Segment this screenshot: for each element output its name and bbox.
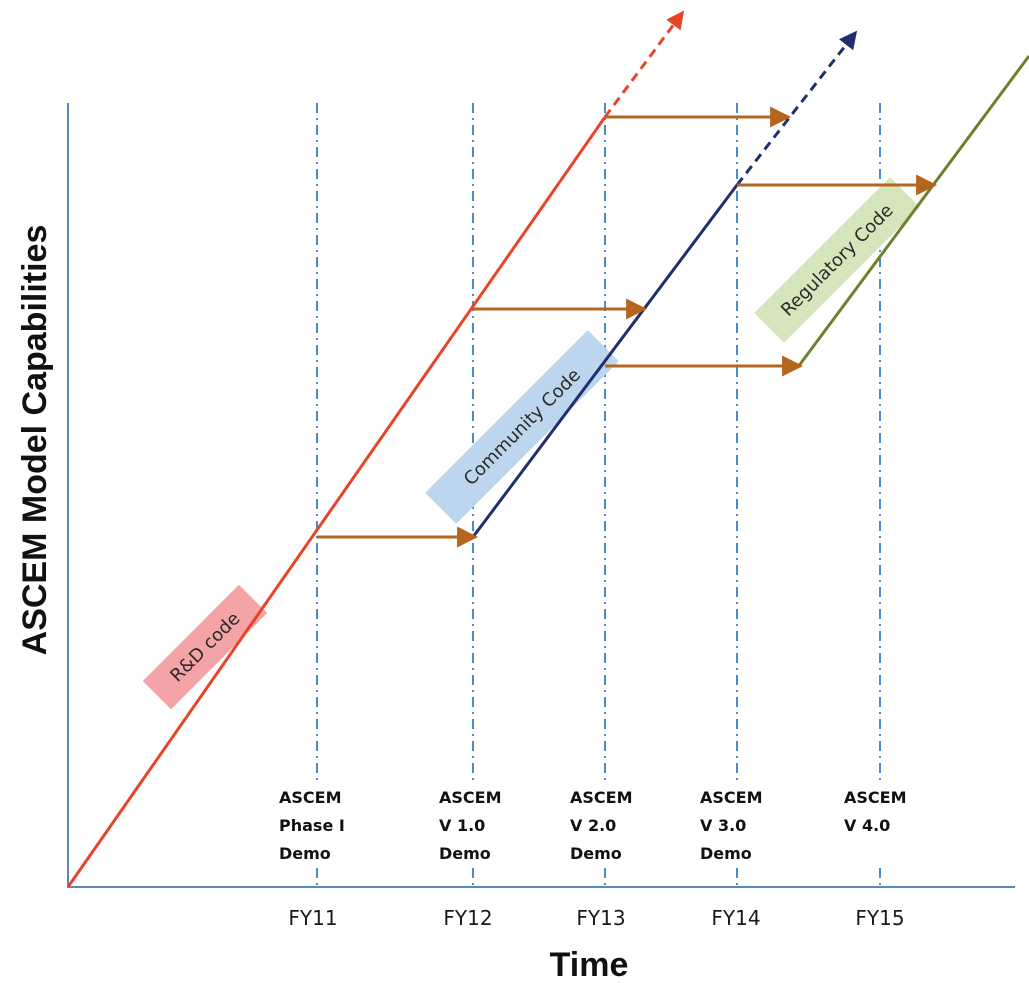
transition-arrows bbox=[317, 106, 938, 548]
tick-fy15: FY15 bbox=[855, 906, 904, 930]
tick-fy13: FY13 bbox=[576, 906, 625, 930]
tick-fy11: FY11 bbox=[288, 906, 337, 930]
rd-code-line-future bbox=[603, 10, 685, 118]
milestone-labels: ASCEM Phase I Demo ASCEM V 1.0 Demo ASCE… bbox=[279, 788, 912, 863]
milestone-fy15: ASCEM V 4.0 bbox=[844, 788, 912, 835]
regulatory-code-band: Regulatory Code bbox=[754, 177, 920, 343]
community-code-line-future bbox=[735, 30, 858, 186]
rd-code-band: R&D code bbox=[142, 584, 268, 710]
tick-fy14: FY14 bbox=[711, 906, 760, 930]
milestone-fy12: ASCEM V 1.0 Demo bbox=[439, 788, 507, 863]
rd-code-line bbox=[66, 116, 607, 888]
community-code-band: Community Code bbox=[425, 330, 619, 524]
community-code-line bbox=[471, 184, 739, 538]
tick-fy12: FY12 bbox=[443, 906, 492, 930]
x-axis-title: Time bbox=[550, 946, 629, 983]
milestone-fy14: ASCEM V 3.0 Demo bbox=[700, 788, 768, 863]
milestone-fy11: ASCEM Phase I Demo bbox=[279, 788, 350, 863]
fiscal-year-labels: FY11 FY12 FY13 FY14 FY15 bbox=[288, 906, 904, 930]
y-axis-title: ASCEM Model Capabilities bbox=[16, 225, 54, 656]
milestone-fy13: ASCEM V 2.0 Demo bbox=[570, 788, 638, 863]
regulatory-code-line bbox=[796, 55, 1029, 368]
year-gridlines bbox=[316, 103, 881, 886]
